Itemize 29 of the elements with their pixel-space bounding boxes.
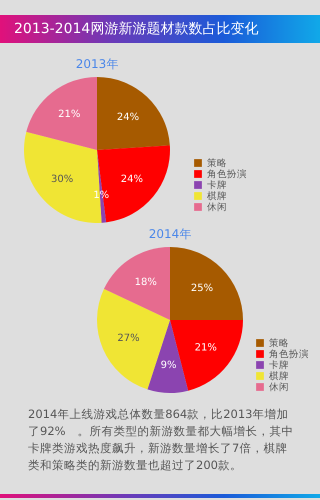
legend-label: 角色扮演 <box>207 168 247 180</box>
legend-label: 角色扮演 <box>269 348 309 360</box>
data-label: 9% <box>160 360 177 372</box>
data-label: 25% <box>190 282 214 294</box>
pie-slice <box>170 247 243 320</box>
pie-slice <box>147 320 188 393</box>
data-label: 18% <box>134 276 157 288</box>
chart-title: 2014年 <box>148 227 192 241</box>
data-label: 1% <box>93 190 110 202</box>
chart-subtitle: 2013年 <box>76 57 118 71</box>
chart-title: 2013-2014网游新游题材款数占比变化 <box>0 15 320 43</box>
legend-label: 策略 <box>269 337 289 349</box>
pie-slice <box>97 77 170 150</box>
legend-label: 棋牌 <box>207 190 227 202</box>
data-label: 21% <box>194 342 217 354</box>
pie-slice <box>26 77 97 150</box>
data-label: 24% <box>120 174 143 185</box>
legend-label: 休闲 <box>269 381 289 393</box>
legend-label: 卡牌 <box>269 359 289 371</box>
text: 2014年上线游戏总体数量864款，比2013年增加了92% 。所有类型的新游数量都大幅增长，其中卡牌类游戏热度飙升，新游数量增长了7倍，棋牌类和策略类的新游数量也超过了200款。 <box>28 406 295 474</box>
legend-label: 棋牌 <box>269 370 289 382</box>
data-label: 24% <box>116 112 140 124</box>
data-label: 30% <box>51 174 74 185</box>
legend-label: 卡牌 <box>207 179 227 191</box>
legend-label: 策略 <box>207 157 227 169</box>
legend-label: 休闲 <box>207 201 227 213</box>
data-label: 27% <box>117 332 140 344</box>
pie-slice <box>104 247 170 320</box>
data-label: 21% <box>58 109 80 120</box>
